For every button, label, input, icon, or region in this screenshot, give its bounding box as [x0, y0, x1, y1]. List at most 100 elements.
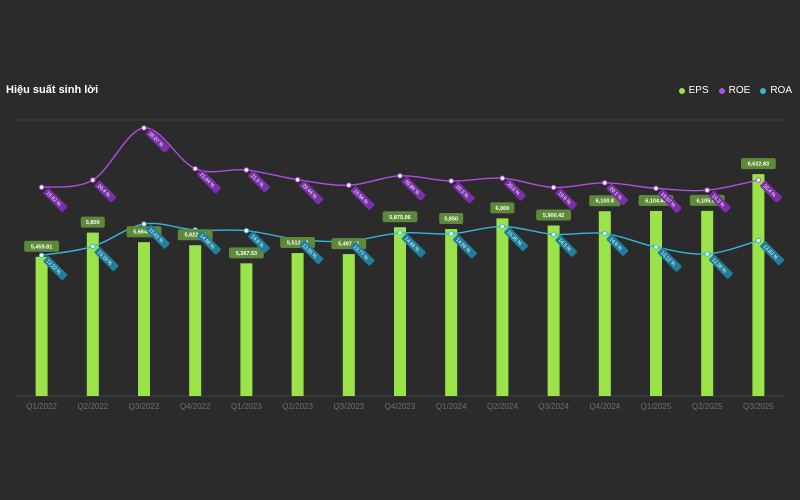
roa-point	[141, 221, 147, 227]
eps-label-text: 5,850	[444, 217, 458, 223]
roe-point	[397, 173, 403, 179]
roe-label-box	[708, 190, 731, 213]
x-tick-label: Q3/2023	[333, 402, 364, 411]
legend-item-roa[interactable]: ROA	[760, 85, 792, 96]
roe-point	[38, 184, 45, 190]
roe-data-label: 20.3 %	[452, 181, 475, 204]
roa-point	[499, 223, 506, 230]
roa-label-box	[606, 234, 629, 256]
roe-point	[755, 177, 762, 183]
eps-label-box	[80, 216, 105, 228]
roe-label-box	[299, 180, 324, 205]
roe-label-box	[94, 180, 117, 203]
roe-point	[192, 165, 198, 172]
roe-point	[499, 175, 506, 181]
eps-label-text: 6,100.8	[596, 199, 614, 205]
roe-data-label: 21.64 %	[196, 169, 221, 194]
roe-point	[653, 185, 659, 192]
x-tick-label: Q4/2022	[180, 402, 211, 411]
x-tick-label: Q2/2022	[77, 402, 108, 411]
x-tick-label: Q4/2023	[385, 402, 416, 411]
eps-label-text: 6,000	[496, 206, 510, 212]
x-tick-label: Q1/2023	[231, 402, 262, 411]
roe-data-label: 20.4 %	[94, 180, 117, 203]
eps-bar	[598, 211, 611, 396]
eps-data-label: 6,100.8	[589, 195, 621, 207]
legend-dot-eps	[678, 87, 685, 94]
roa-point	[397, 230, 403, 236]
x-tick-label: Q2/2024	[487, 402, 518, 411]
eps-bar	[394, 227, 406, 396]
eps-bar	[342, 254, 355, 396]
roe-label-box	[555, 188, 577, 210]
eps-label-box	[589, 195, 621, 207]
roa-point	[38, 252, 45, 259]
eps-bar	[35, 256, 48, 396]
roa-label-box	[504, 227, 528, 252]
roe-label-box	[504, 179, 526, 201]
roa-point	[243, 227, 250, 234]
eps-label-box	[229, 247, 264, 259]
roe-label-box	[657, 189, 682, 213]
roe-label-box	[43, 188, 68, 212]
roa-label-box	[760, 241, 784, 266]
eps-label-text: 6,105.55	[696, 198, 717, 204]
roa-point	[448, 231, 454, 237]
roa-label-box	[299, 240, 324, 265]
roe-data-label: 19.84 %	[350, 186, 375, 210]
x-tick-label: Q3/2025	[743, 402, 774, 411]
roe-label-box	[248, 170, 270, 193]
legend-item-roe[interactable]: ROE	[718, 85, 751, 96]
eps-label-text: 5,367.53	[236, 251, 257, 257]
roe-label-box	[401, 176, 426, 201]
roa-label-box	[196, 230, 221, 255]
eps-data-label: 6,622.83	[741, 158, 776, 170]
legend-item-eps[interactable]: EPS	[678, 85, 709, 96]
roe-point	[602, 180, 608, 186]
x-tick-label: Q1/2022	[26, 402, 57, 411]
roa-label-box	[708, 254, 733, 279]
eps-bar	[547, 225, 560, 396]
roe-point	[346, 182, 352, 188]
roa-label-box	[94, 247, 119, 271]
roe-label-box	[350, 186, 375, 210]
eps-data-label: 5,900.42	[536, 209, 571, 221]
legend-label-roe: ROE	[728, 85, 751, 96]
eps-label-box	[490, 202, 515, 214]
eps-label-box	[382, 211, 418, 223]
eps-bar	[496, 218, 509, 396]
eps-label-text: 5,900.42	[543, 213, 564, 219]
eps-bar	[701, 210, 714, 396]
eps-label-text: 6,104.63	[645, 198, 666, 204]
roa-point	[653, 244, 659, 250]
roa-label-box	[401, 233, 426, 258]
roe-point	[243, 167, 250, 173]
roe-label-box	[196, 169, 221, 194]
roe-label-box	[452, 181, 475, 204]
eps-label-text: 5,800	[86, 220, 100, 226]
eps-label-text: 5,512.23	[287, 241, 308, 247]
eps-bar	[189, 245, 202, 396]
roe-point	[90, 177, 96, 183]
eps-data-label: 5,800	[80, 216, 105, 228]
eps-bar	[650, 210, 662, 396]
x-tick-label: Q2/2025	[692, 402, 723, 411]
eps-label-box	[24, 240, 59, 252]
eps-label-text: 5,622.12	[184, 233, 205, 239]
eps-label-text: 5,875.06	[389, 215, 410, 221]
roa-label-box	[145, 224, 170, 249]
chart-title: Hiệu suất sinh lời	[6, 84, 99, 96]
eps-label-box	[439, 213, 464, 225]
roe-label-box	[760, 180, 782, 203]
eps-label-box	[741, 158, 776, 170]
roa-label-box	[248, 231, 270, 253]
roe-point	[294, 177, 301, 183]
chart-legend: EPS ROE ROA	[678, 85, 792, 96]
eps-bar	[138, 242, 150, 396]
x-tick-label: Q1/2024	[436, 402, 467, 411]
eps-data-label: 6,000	[490, 202, 515, 214]
eps-data-label: 5,459.81	[24, 240, 59, 252]
roa-label-box	[350, 241, 375, 266]
roa-point	[704, 251, 710, 257]
